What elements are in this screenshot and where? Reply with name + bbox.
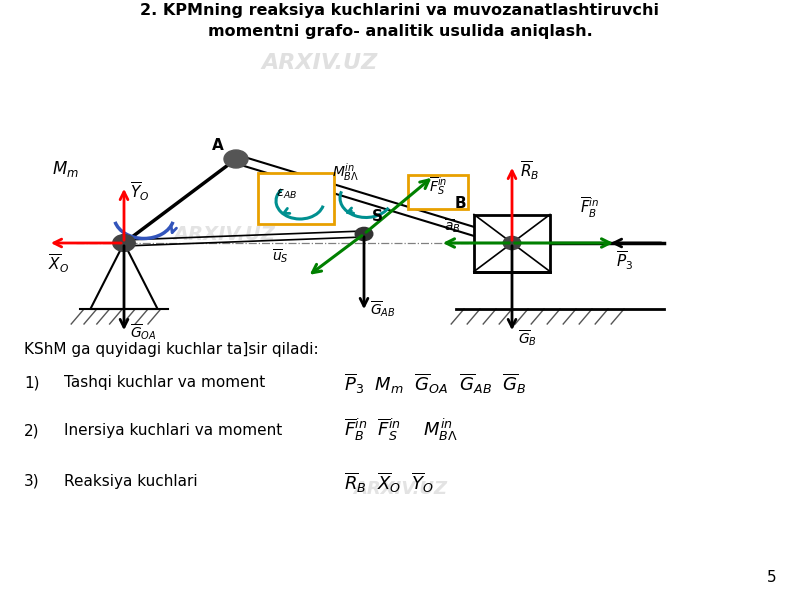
Text: $M^{in}_{B\Lambda}$: $M^{in}_{B\Lambda}$	[333, 161, 360, 184]
Text: A: A	[212, 138, 224, 153]
Text: $\overline{G}_{AB}$: $\overline{G}_{AB}$	[370, 299, 396, 319]
Text: $\overline{Y}_O$: $\overline{Y}_O$	[130, 180, 150, 203]
FancyBboxPatch shape	[407, 175, 468, 209]
FancyBboxPatch shape	[258, 173, 334, 224]
Text: S: S	[372, 209, 383, 224]
Text: Tashqi kuchlar va moment: Tashqi kuchlar va moment	[64, 375, 266, 390]
Text: ARXIV.UZ: ARXIV.UZ	[353, 480, 447, 498]
Text: $\overline{P}_3$  $M_m$  $\overline{G}_{OA}$  $\overline{G}_{AB}$  $\overline{G}: $\overline{P}_3$ $M_m$ $\overline{G}_{OA…	[344, 372, 526, 397]
Text: $\overline{R}_B$: $\overline{R}_B$	[520, 159, 539, 182]
Text: $\overline{F}^{in}_B$  $\overline{F}^{in}_S$    $M^{in}_{B\Lambda}$: $\overline{F}^{in}_B$ $\overline{F}^{in}…	[344, 417, 458, 443]
Circle shape	[355, 227, 373, 241]
Text: Reaksiya kuchlari: Reaksiya kuchlari	[64, 474, 198, 489]
Text: $M_m$: $M_m$	[52, 159, 79, 179]
Text: 2. KPMning reaksiya kuchlarini va muvozanatlashtiruvchi: 2. KPMning reaksiya kuchlarini va muvoza…	[141, 3, 659, 18]
Text: $\overline{G}_B$: $\overline{G}_B$	[518, 328, 538, 347]
Text: $\overline{G}_{OA}$: $\overline{G}_{OA}$	[130, 322, 157, 341]
Text: $\overline{u}_S$: $\overline{u}_S$	[272, 248, 289, 265]
Circle shape	[113, 235, 135, 251]
Text: B: B	[454, 196, 466, 211]
Text: Inersiya kuchlari va moment: Inersiya kuchlari va moment	[64, 423, 282, 438]
Circle shape	[503, 236, 521, 250]
Text: 1): 1)	[24, 375, 39, 390]
Text: KShM ga quyidagi kuchlar ta]sir qiladi:: KShM ga quyidagi kuchlar ta]sir qiladi:	[24, 342, 318, 357]
Text: $\overline{P}_3$: $\overline{P}_3$	[616, 249, 634, 272]
Text: 5: 5	[766, 570, 776, 585]
Bar	[474, 214, 550, 271]
Text: ARXIV.UZ: ARXIV.UZ	[262, 53, 378, 73]
Text: $\overline{R}_B$  $\overline{X}_O$  $\overline{Y}_O$: $\overline{R}_B$ $\overline{X}_O$ $\over…	[344, 471, 434, 496]
Text: $\overline{X}_O$: $\overline{X}_O$	[48, 252, 69, 275]
Text: $\overline{F}^{in}_S$: $\overline{F}^{in}_S$	[429, 175, 447, 197]
Text: $\overline{a}_B$: $\overline{a}_B$	[444, 218, 461, 235]
Text: ARXIV.UZ: ARXIV.UZ	[173, 224, 275, 244]
Text: 3): 3)	[24, 474, 40, 489]
Text: 2): 2)	[24, 423, 39, 438]
Text: $\varepsilon_{AB}$: $\varepsilon_{AB}$	[276, 188, 298, 201]
Circle shape	[224, 150, 248, 168]
Text: momentni grafo- analitik usulida aniqlash.: momentni grafo- analitik usulida aniqlas…	[208, 24, 592, 39]
Text: $\overline{F}^{in}_B$: $\overline{F}^{in}_B$	[580, 196, 599, 220]
